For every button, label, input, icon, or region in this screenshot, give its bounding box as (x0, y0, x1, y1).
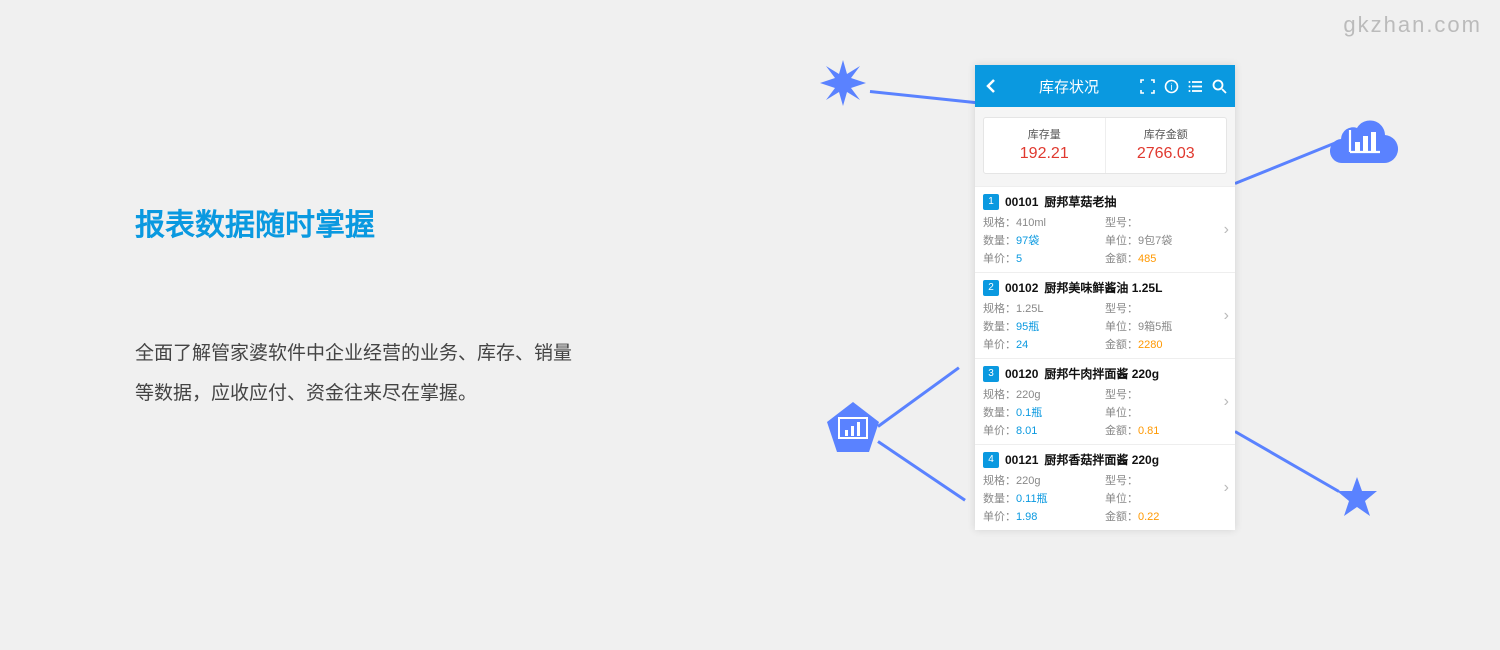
spec-value: 410ml (1016, 217, 1046, 229)
star-icon (1335, 475, 1379, 524)
back-icon[interactable] (983, 78, 999, 94)
item-name: 厨邦香菇拌面酱 220g (1044, 451, 1159, 468)
unit-value: 9包7袋 (1138, 235, 1172, 247)
model-label: 型号： (1105, 475, 1138, 487)
summary-stock-amount: 库存金额 2766.03 (1105, 118, 1227, 173)
scan-icon[interactable] (1139, 78, 1155, 94)
marketing-text-block: 报表数据随时掌握 全面了解管家婆软件中企业经营的业务、库存、销量等数据，应收应付… (135, 200, 575, 414)
item-index: 1 (983, 194, 999, 210)
model-label: 型号： (1105, 217, 1138, 229)
spec-value: 1.25L (1016, 303, 1044, 315)
connector-line (877, 440, 966, 501)
item-code: 00101 (1005, 195, 1038, 209)
page-title: 报表数据随时掌握 (135, 200, 575, 244)
unit-label: 单位： (1105, 407, 1138, 419)
chevron-right-icon: › (1224, 307, 1229, 325)
price-label: 单价： (983, 339, 1016, 351)
watermark-text: gkzhan.com (1343, 12, 1482, 38)
list-item[interactable]: 4 00121 厨邦香菇拌面酱 220g 规格：220g 型号： 数量：0.11… (975, 444, 1235, 530)
amount-value: 0.81 (1138, 425, 1159, 437)
info-icon[interactable]: i (1163, 78, 1179, 94)
summary-value: 2766.03 (1106, 145, 1227, 163)
item-code: 00120 (1005, 367, 1038, 381)
qty-label: 数量： (983, 493, 1016, 505)
amount-label: 金额： (1105, 425, 1138, 437)
connector-line (1234, 430, 1339, 493)
summary-label: 库存金额 (1106, 126, 1227, 142)
model-label: 型号： (1105, 303, 1138, 315)
price-value: 5 (1016, 253, 1022, 265)
list-icon[interactable] (1187, 78, 1203, 94)
list-item[interactable]: 2 00102 厨邦美味鲜酱油 1.25L 规格：1.25L 型号： 数量：95… (975, 272, 1235, 358)
phone-mockup: 库存状况 i 库存量 192.21 库存金额 2766.03 (975, 65, 1235, 530)
page-description: 全面了解管家婆软件中企业经营的业务、库存、销量等数据，应收应付、资金往来尽在掌握… (135, 334, 575, 414)
summary-panel: 库存量 192.21 库存金额 2766.03 (975, 107, 1235, 186)
item-name: 厨邦美味鲜酱油 1.25L (1044, 279, 1162, 296)
header-title: 库存状况 (999, 76, 1139, 97)
spec-label: 规格： (983, 303, 1016, 315)
connector-line (1234, 141, 1337, 185)
summary-stock-qty: 库存量 192.21 (984, 118, 1105, 173)
spec-label: 规格： (983, 475, 1016, 487)
price-value: 1.98 (1016, 511, 1037, 523)
summary-label: 库存量 (984, 126, 1105, 142)
price-value: 24 (1016, 339, 1028, 351)
amount-value: 2280 (1138, 339, 1162, 351)
amount-value: 0.22 (1138, 511, 1159, 523)
burst-icon (820, 60, 866, 111)
qty-label: 数量： (983, 407, 1016, 419)
unit-label: 单位： (1105, 321, 1138, 333)
model-label: 型号： (1105, 389, 1138, 401)
qty-value: 0.1瓶 (1016, 407, 1042, 419)
chevron-right-icon: › (1224, 221, 1229, 239)
item-code: 00102 (1005, 281, 1038, 295)
unit-label: 单位： (1105, 493, 1138, 505)
unit-value: 9箱5瓶 (1138, 321, 1172, 333)
spec-value: 220g (1016, 389, 1040, 401)
amount-value: 485 (1138, 253, 1156, 265)
item-index: 3 (983, 366, 999, 382)
qty-value: 97袋 (1016, 235, 1039, 247)
connector-line (870, 90, 980, 104)
spec-label: 规格： (983, 389, 1016, 401)
cloud-chart-icon (1330, 110, 1400, 175)
amount-label: 金额： (1105, 511, 1138, 523)
qty-label: 数量： (983, 321, 1016, 333)
price-label: 单价： (983, 425, 1016, 437)
price-label: 单价： (983, 253, 1016, 265)
connector-line (877, 367, 960, 428)
qty-value: 0.11瓶 (1016, 493, 1048, 505)
pentagon-chart-icon (825, 400, 881, 456)
qty-label: 数量： (983, 235, 1016, 247)
list-item[interactable]: 3 00120 厨邦牛肉拌面酱 220g 规格：220g 型号： 数量：0.1瓶… (975, 358, 1235, 444)
price-label: 单价： (983, 511, 1016, 523)
chevron-right-icon: › (1224, 393, 1229, 411)
item-list: 1 00101 厨邦草菇老抽 规格：410ml 型号： 数量：97袋 单位：9包… (975, 186, 1235, 530)
price-value: 8.01 (1016, 425, 1037, 437)
app-header: 库存状况 i (975, 65, 1235, 107)
svg-text:i: i (1170, 82, 1172, 92)
list-item[interactable]: 1 00101 厨邦草菇老抽 规格：410ml 型号： 数量：97袋 单位：9包… (975, 186, 1235, 272)
spec-value: 220g (1016, 475, 1040, 487)
item-name: 厨邦草菇老抽 (1044, 193, 1116, 210)
qty-value: 95瓶 (1016, 321, 1039, 333)
amount-label: 金额： (1105, 339, 1138, 351)
chevron-right-icon: › (1224, 479, 1229, 497)
spec-label: 规格： (983, 217, 1016, 229)
unit-label: 单位： (1105, 235, 1138, 247)
item-index: 4 (983, 452, 999, 468)
item-name: 厨邦牛肉拌面酱 220g (1044, 365, 1159, 382)
item-index: 2 (983, 280, 999, 296)
amount-label: 金额： (1105, 253, 1138, 265)
search-icon[interactable] (1211, 78, 1227, 94)
summary-value: 192.21 (984, 145, 1105, 163)
item-code: 00121 (1005, 453, 1038, 467)
